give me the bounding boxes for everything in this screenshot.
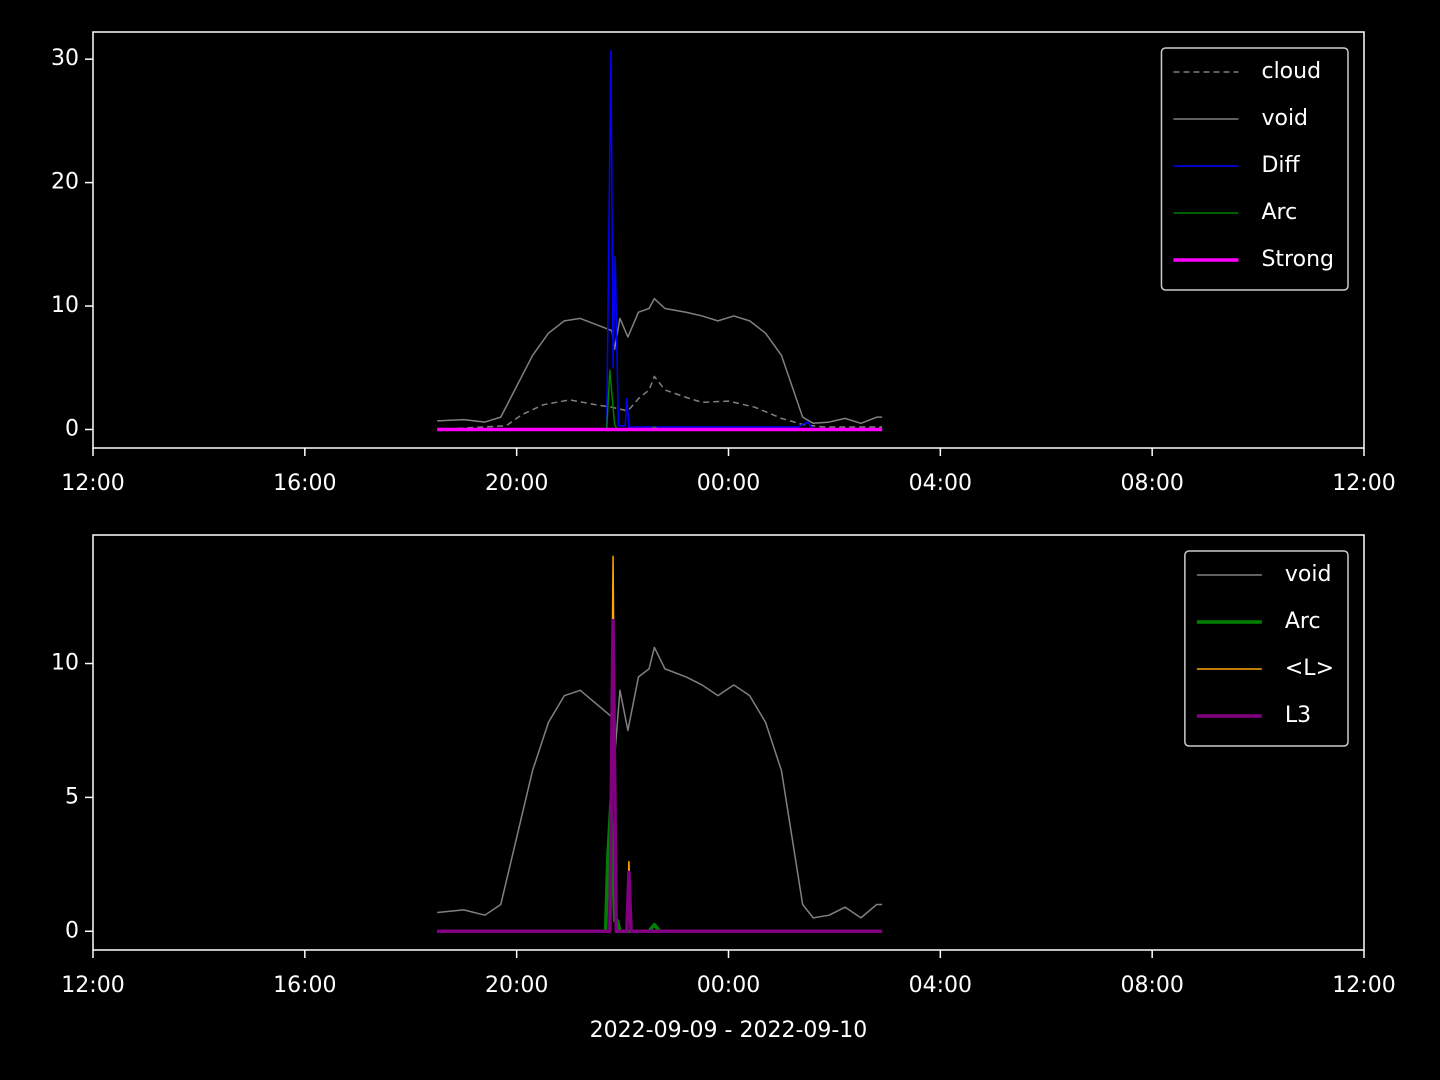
x-tick-label: 20:00 bbox=[485, 471, 548, 496]
series-line bbox=[437, 646, 883, 919]
y-tick-label: 10 bbox=[51, 293, 79, 318]
x-tick-label: 08:00 bbox=[1120, 471, 1183, 496]
legend-label: L3 bbox=[1285, 703, 1311, 728]
legend-label: Strong bbox=[1261, 247, 1334, 272]
x-tick-label: 00:00 bbox=[697, 471, 760, 496]
x-tick-label: 00:00 bbox=[697, 973, 760, 998]
x-tick-label: 12:00 bbox=[1332, 471, 1395, 496]
legend-label: Arc bbox=[1261, 200, 1297, 225]
plot-area bbox=[92, 31, 1365, 449]
y-tick-label: 20 bbox=[51, 170, 79, 195]
x-tick-label: 16:00 bbox=[273, 973, 336, 998]
y-tick-label: 0 bbox=[65, 918, 79, 943]
legend-label: void bbox=[1285, 562, 1332, 587]
plot-area bbox=[92, 534, 1365, 951]
x-tick-label: 16:00 bbox=[273, 471, 336, 496]
y-tick-label: 30 bbox=[51, 46, 79, 71]
legend-label: cloud bbox=[1261, 59, 1321, 84]
legend-label: void bbox=[1261, 106, 1308, 131]
x-tick-label: 12:00 bbox=[1332, 973, 1395, 998]
legend-label: Diff bbox=[1261, 153, 1300, 178]
series-line bbox=[437, 297, 883, 425]
legend: cloud void Diff Arc Strong bbox=[1160, 47, 1349, 291]
x-tick-label: 12:00 bbox=[61, 471, 124, 496]
x-axis-label: 2022-09-09 - 2022-09-10 bbox=[590, 1018, 868, 1043]
y-tick-label: 10 bbox=[51, 651, 79, 676]
legend-frame bbox=[1160, 47, 1349, 291]
legend-label: Arc bbox=[1285, 609, 1321, 634]
x-tick-label: 12:00 bbox=[61, 973, 124, 998]
x-tick-label: 04:00 bbox=[909, 471, 972, 496]
x-tick-label: 20:00 bbox=[485, 973, 548, 998]
y-tick-label: 5 bbox=[65, 784, 79, 809]
x-tick-label: 08:00 bbox=[1120, 973, 1183, 998]
legend-label: <L> bbox=[1285, 656, 1334, 681]
x-tick-label: 04:00 bbox=[909, 973, 972, 998]
series-line bbox=[437, 375, 883, 431]
legend: void Arc <L> L3 bbox=[1184, 550, 1349, 747]
y-tick-label: 0 bbox=[65, 416, 79, 441]
legend-frame bbox=[1184, 550, 1349, 747]
series-line bbox=[437, 618, 883, 934]
series-line bbox=[437, 49, 883, 431]
